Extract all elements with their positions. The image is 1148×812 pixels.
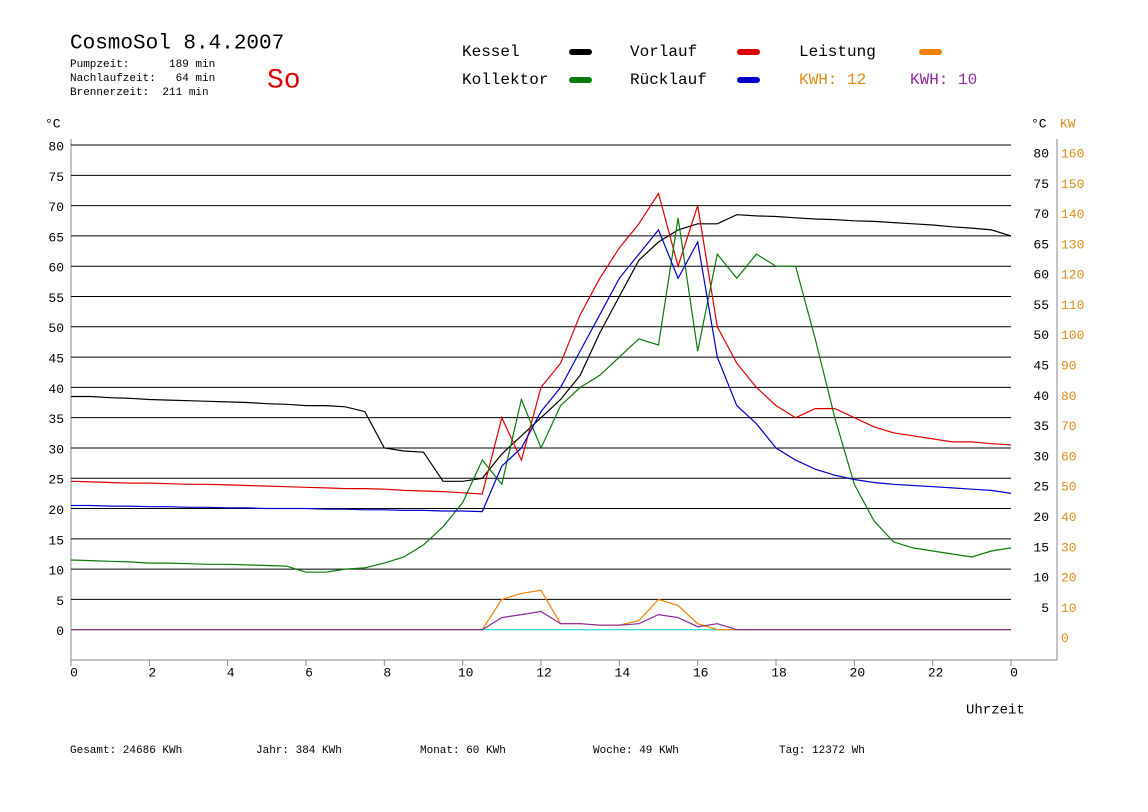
y-tick-label-right: 30 xyxy=(1033,449,1049,464)
x-tick-label: 20 xyxy=(850,665,866,680)
y-tick-label: 50 xyxy=(48,321,64,336)
series-line xyxy=(71,228,1012,513)
y-tick-label-right: 80 xyxy=(1033,146,1049,161)
y2-tick-label: 130 xyxy=(1061,237,1084,252)
y2-tick-label: 50 xyxy=(1061,480,1077,495)
y2-tick-label: 140 xyxy=(1061,207,1084,222)
y-tick-label-right: 10 xyxy=(1033,571,1049,586)
y-tick-label: 40 xyxy=(48,382,64,397)
y-tick-label: 80 xyxy=(48,139,64,154)
y-tick-label-right: 60 xyxy=(1033,268,1049,283)
y-tick-label-right: 15 xyxy=(1033,540,1049,555)
x-label: Uhrzeit xyxy=(966,703,1025,719)
y-tick-label-right: 25 xyxy=(1033,480,1049,495)
day: So xyxy=(267,65,301,96)
x-tick-label: 4 xyxy=(227,665,235,680)
x-tick-label: 18 xyxy=(771,665,787,680)
y2-tick-label: 80 xyxy=(1061,389,1077,404)
y-tick-label-right: 5 xyxy=(1041,601,1049,616)
y2-tick-label: 150 xyxy=(1061,177,1084,192)
legend-label: Rücklauf xyxy=(630,71,707,89)
y2-tick-label: 30 xyxy=(1061,540,1077,555)
footer: Monat: 60 KWh xyxy=(420,745,506,757)
x-tick-label: 10 xyxy=(458,665,474,680)
legend-label: Kessel xyxy=(462,43,520,61)
y-tick-label-right: 35 xyxy=(1033,419,1049,434)
y2-tick-label: 10 xyxy=(1061,601,1077,616)
y-tick-label: 45 xyxy=(48,352,64,367)
y-tick-label: 55 xyxy=(48,291,64,306)
x-tick-label: 8 xyxy=(383,665,391,680)
series-line xyxy=(71,589,1011,631)
x-tick-label: 2 xyxy=(148,665,156,680)
series-line xyxy=(71,214,1012,482)
y-tick-label: 30 xyxy=(48,442,64,457)
y-tick-label: 70 xyxy=(48,200,64,215)
y-label-right: °C xyxy=(1031,116,1047,131)
y2-tick-label: 0 xyxy=(1061,631,1069,646)
y-tick-label: 5 xyxy=(56,594,64,609)
y-tick-label-right: 40 xyxy=(1033,389,1049,404)
y-tick-label: 15 xyxy=(48,533,64,548)
kwh-label: KWH: 12 xyxy=(799,71,866,89)
y-tick-label-right: 45 xyxy=(1033,359,1049,374)
series-line xyxy=(70,192,1012,495)
y2-tick-label: 110 xyxy=(1061,298,1084,313)
y-tick-label-right: 55 xyxy=(1033,298,1049,313)
info: Nachlaufzeit: 64 min xyxy=(70,73,215,85)
y-tick-label: 35 xyxy=(48,412,64,427)
footer: Woche: 49 KWh xyxy=(593,745,679,757)
info: Pumpzeit: 189 min xyxy=(70,59,215,71)
y-tick-label: 10 xyxy=(48,564,64,579)
y-tick-label-right: 70 xyxy=(1033,207,1049,222)
legend-label: Kollektor xyxy=(462,71,548,89)
x-tick-label: 0 xyxy=(1010,665,1018,680)
legend-label: Vorlauf xyxy=(630,43,697,61)
y2-tick-label: 60 xyxy=(1061,449,1077,464)
kwh-label: KWH: 10 xyxy=(910,71,977,89)
x-tick-label: 16 xyxy=(693,665,709,680)
y2-tick-label: 40 xyxy=(1061,510,1077,525)
x-tick-label: 22 xyxy=(928,665,944,680)
x-tick-label: 14 xyxy=(615,665,631,680)
y2-tick-label: 100 xyxy=(1061,328,1084,343)
footer: Gesamt: 24686 KWh xyxy=(70,745,182,757)
series-line xyxy=(71,610,1011,631)
legend-label: Leistung xyxy=(799,43,876,61)
x-tick-label: 0 xyxy=(70,665,78,680)
y-tick-label: 75 xyxy=(48,170,64,185)
y2-label: KW xyxy=(1060,116,1076,131)
y-tick-label-right: 65 xyxy=(1033,237,1049,252)
x-tick-label: 12 xyxy=(536,665,552,680)
y-label: °C xyxy=(45,116,61,131)
y-tick-label-right: 50 xyxy=(1033,328,1049,343)
y-tick-label: 25 xyxy=(48,473,64,488)
y-tick-label: 65 xyxy=(48,230,64,245)
footer: Jahr: 384 KWh xyxy=(256,745,342,757)
y-tick-label: 20 xyxy=(48,503,64,518)
info: Brennerzeit: 211 min xyxy=(70,87,209,99)
y2-tick-label: 70 xyxy=(1061,419,1077,434)
x-tick-label: 6 xyxy=(305,665,313,680)
footer: Tag: 12372 Wh xyxy=(779,745,865,757)
y2-tick-label: 20 xyxy=(1061,571,1077,586)
y2-tick-label: 160 xyxy=(1061,146,1084,161)
series-line xyxy=(70,217,1012,573)
y-tick-label: 0 xyxy=(56,624,64,639)
y-tick-label-right: 20 xyxy=(1033,510,1049,525)
y-tick-label: 60 xyxy=(48,261,64,276)
y2-tick-label: 90 xyxy=(1061,359,1077,374)
y2-tick-label: 120 xyxy=(1061,268,1084,283)
y-tick-label-right: 75 xyxy=(1033,177,1049,192)
chart-title: CosmoSol 8.4.2007 xyxy=(70,33,284,56)
